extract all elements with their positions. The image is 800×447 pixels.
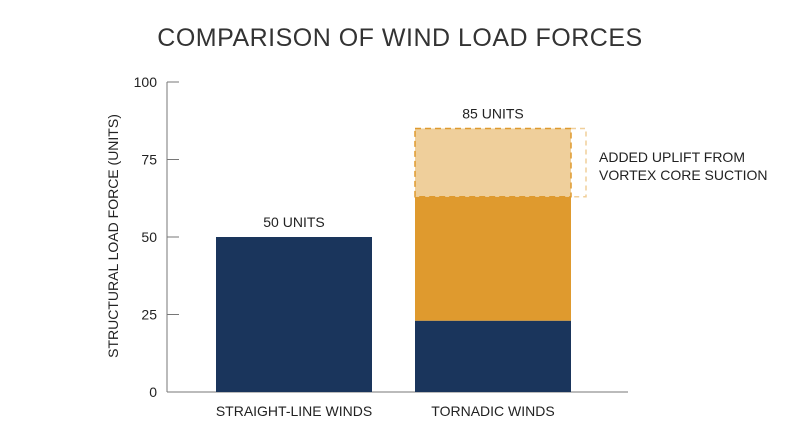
y-axis-label: STRUCTURAL LOAD FORCE (UNITS) [105, 114, 121, 358]
annotation-line-2: VORTEX CORE SUCTION [599, 167, 768, 183]
data-label: 85 UNITS [462, 106, 523, 122]
bar-segment [414, 127, 572, 198]
chart-marks: 0 25 50 75 100 STRAIGHT-LINE WINDS 50 UNITS TOR… [134, 74, 628, 419]
y-tick-label: 75 [141, 152, 157, 168]
y-tick-label: 0 [149, 384, 157, 400]
annotation-bracket [571, 127, 587, 198]
annotation-line-1: ADDED UPLIFT FROM [599, 149, 745, 165]
bar-segment [415, 320, 571, 392]
data-label: 50 UNITS [263, 214, 324, 230]
y-tick-label: 25 [141, 307, 157, 323]
bar-segment [415, 196, 571, 321]
y-tick-label: 100 [134, 74, 158, 90]
chart-title: COMPARISON OF WIND LOAD FORCES [157, 24, 642, 52]
x-tick-label: TORNADIC WINDS [431, 403, 554, 419]
x-tick-label: STRAIGHT-LINE WINDS [216, 403, 372, 419]
y-tick-label: 50 [141, 229, 157, 245]
bar-segment [216, 237, 372, 392]
